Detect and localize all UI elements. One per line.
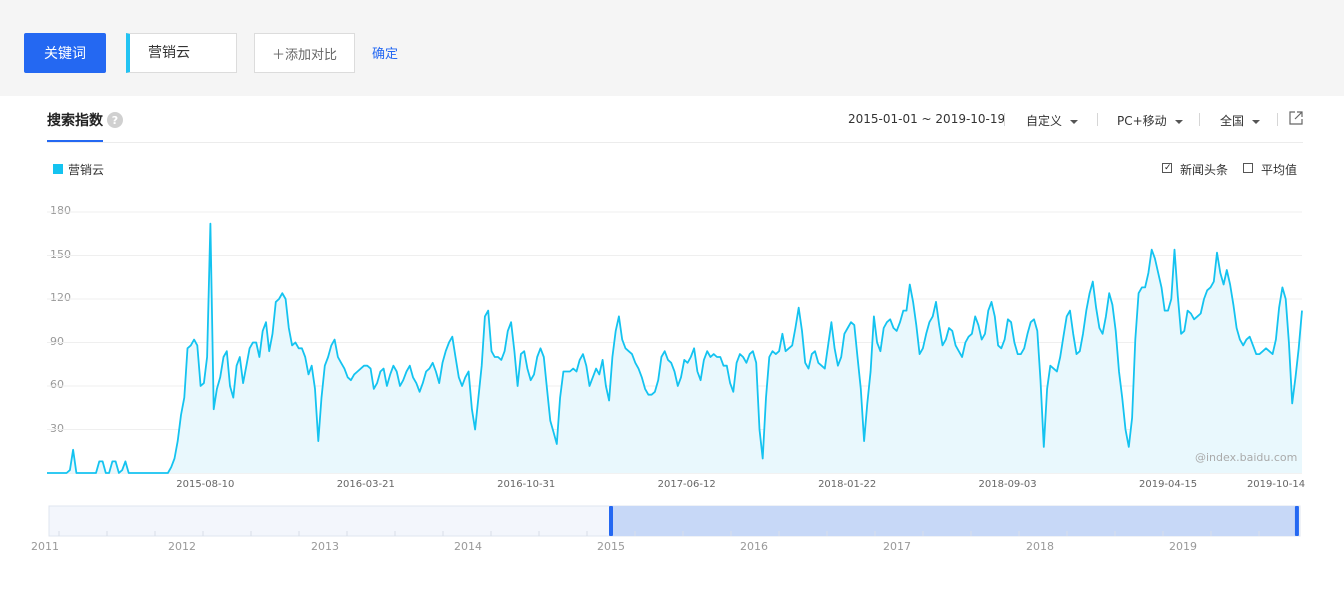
x-tick-label: 2016-10-31 xyxy=(497,479,556,490)
y-tick-label: 30 xyxy=(50,421,64,435)
navigator-year-label: 2016 xyxy=(740,540,768,553)
custom-label: 自定义 xyxy=(1026,114,1063,128)
watermark: @index.baidu.com xyxy=(1195,451,1298,464)
check-mark: ✓ xyxy=(1164,163,1172,173)
navigator-handle-right[interactable] xyxy=(1294,506,1299,536)
help-icon[interactable]: ? xyxy=(107,112,123,128)
caret-down-icon xyxy=(1174,119,1183,124)
navigator-year-label: 2013 xyxy=(311,540,339,553)
series-area xyxy=(47,223,1302,473)
navigator-handle-left[interactable] xyxy=(609,506,613,536)
divider xyxy=(1199,113,1200,126)
navigator-year-label: 2011 xyxy=(31,540,59,553)
divider xyxy=(1004,113,1005,126)
series-line[interactable] xyxy=(47,222,1303,474)
y-tick-label: 90 xyxy=(50,334,64,348)
divider xyxy=(1277,113,1278,126)
active-tab-indicator xyxy=(47,140,103,142)
navigator-year-label: 2018 xyxy=(1026,540,1054,553)
keyword-input[interactable]: 营销云 xyxy=(126,33,237,73)
navigator-year-label: 2014 xyxy=(454,540,482,553)
header-divider xyxy=(47,142,1303,143)
navigator-year-label: 2017 xyxy=(883,540,911,553)
x-tick-label: 2018-09-03 xyxy=(978,479,1037,490)
date-range[interactable]: 2015-01-01 ~ 2019-10-19 xyxy=(848,112,1006,126)
navigator-year-label: 2015 xyxy=(597,540,625,553)
y-tick-label: 120 xyxy=(50,291,71,304)
navigator-selection[interactable] xyxy=(611,506,1297,536)
caret-down-icon xyxy=(1252,119,1261,124)
x-tick-label: 2019-04-15 xyxy=(1138,479,1198,490)
confirm-button[interactable]: 确定 xyxy=(372,47,399,62)
keyword-button[interactable]: 关键词 xyxy=(24,33,106,73)
x-tick-label: 2016-03-21 xyxy=(336,479,395,490)
checkbox-icon[interactable] xyxy=(1243,163,1253,173)
custom-dropdown[interactable]: 自定义 xyxy=(1026,112,1079,129)
option-average[interactable]: 平均值 xyxy=(1261,163,1298,177)
y-tick-label: 150 xyxy=(50,247,71,261)
device-dropdown[interactable]: PC+移动 xyxy=(1117,112,1183,129)
x-tick-label: 2018-01-22 xyxy=(818,479,877,490)
divider xyxy=(1097,113,1098,126)
legend-swatch xyxy=(53,164,63,174)
y-tick-label: 60 xyxy=(50,378,64,391)
y-tick-label: 180 xyxy=(50,204,71,217)
export-icon[interactable] xyxy=(1289,111,1303,125)
option-news[interactable]: 新闻头条 xyxy=(1180,163,1229,177)
page-title: 搜索指数 xyxy=(47,113,103,129)
x-tick-label: 2015-08-10 xyxy=(176,479,235,490)
navigator-year-label: 2012 xyxy=(168,540,196,553)
region-dropdown[interactable]: 全国 xyxy=(1220,112,1261,129)
add-compare-button[interactable]: ＋添加对比 xyxy=(254,33,355,73)
device-label: PC+移动 xyxy=(1117,114,1167,128)
x-tick-label: 2017-06-12 xyxy=(657,479,716,490)
caret-down-icon xyxy=(1070,119,1079,124)
navigator-year-label: 2019 xyxy=(1169,540,1197,553)
checkbox-icon[interactable]: ✓ xyxy=(1162,163,1172,173)
legend-label: 营销云 xyxy=(68,163,105,177)
region-label: 全国 xyxy=(1220,114,1245,128)
x-tick-label: 2019-10-14 xyxy=(1246,479,1306,490)
